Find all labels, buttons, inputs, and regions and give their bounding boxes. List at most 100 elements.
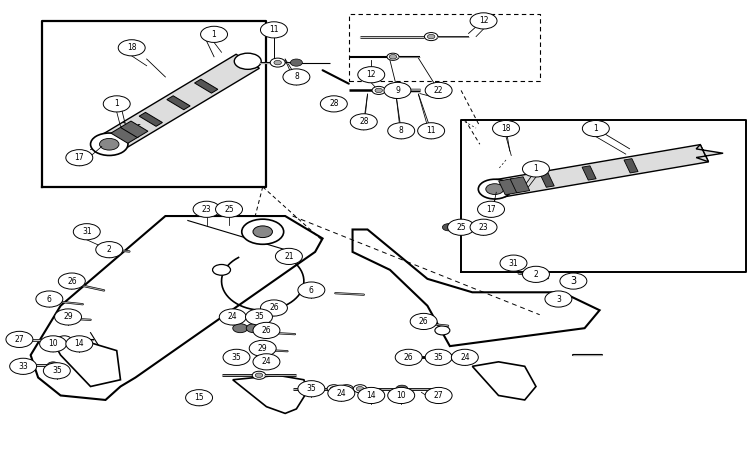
Circle shape — [249, 340, 276, 356]
Text: 9: 9 — [395, 86, 400, 95]
Circle shape — [118, 40, 146, 56]
Circle shape — [387, 53, 399, 60]
Circle shape — [66, 336, 93, 352]
Text: 29: 29 — [63, 312, 73, 321]
Text: 10: 10 — [397, 391, 406, 400]
Text: 12: 12 — [478, 16, 488, 25]
Text: 24: 24 — [337, 389, 346, 398]
Text: 1: 1 — [114, 99, 119, 108]
Circle shape — [427, 34, 435, 39]
Text: 3: 3 — [556, 294, 561, 303]
Circle shape — [442, 355, 450, 360]
Circle shape — [384, 82, 411, 99]
Text: 31: 31 — [509, 259, 518, 268]
Polygon shape — [166, 96, 190, 110]
Circle shape — [212, 265, 230, 275]
Circle shape — [74, 224, 100, 240]
Circle shape — [358, 67, 385, 83]
Circle shape — [440, 353, 453, 361]
Text: 6: 6 — [309, 286, 314, 295]
Text: 35: 35 — [254, 312, 264, 321]
Circle shape — [442, 224, 454, 231]
Text: 29: 29 — [258, 344, 268, 353]
Text: 14: 14 — [367, 391, 376, 400]
Circle shape — [353, 385, 367, 393]
Text: 33: 33 — [18, 362, 28, 371]
Circle shape — [298, 381, 325, 397]
Polygon shape — [232, 375, 308, 414]
Circle shape — [260, 300, 287, 316]
Circle shape — [200, 26, 227, 42]
Circle shape — [242, 219, 284, 244]
Text: 18: 18 — [501, 124, 511, 133]
Text: 1: 1 — [593, 124, 598, 133]
Polygon shape — [57, 339, 121, 387]
Circle shape — [493, 121, 520, 137]
Circle shape — [358, 387, 385, 404]
Text: 28: 28 — [359, 117, 368, 126]
Circle shape — [193, 201, 220, 217]
Circle shape — [425, 82, 452, 99]
Circle shape — [104, 244, 116, 251]
Text: 6: 6 — [47, 294, 52, 303]
Text: 35: 35 — [433, 353, 443, 362]
Text: 24: 24 — [228, 312, 238, 321]
Circle shape — [253, 322, 280, 338]
Text: 22: 22 — [434, 86, 443, 95]
Circle shape — [425, 387, 452, 404]
Circle shape — [375, 88, 382, 93]
Text: 15: 15 — [194, 393, 204, 402]
Circle shape — [389, 54, 397, 59]
Polygon shape — [111, 127, 139, 143]
Text: 24: 24 — [262, 357, 272, 366]
Circle shape — [234, 53, 261, 69]
Circle shape — [58, 273, 86, 289]
Circle shape — [424, 32, 438, 40]
Circle shape — [356, 387, 364, 391]
Circle shape — [255, 373, 262, 378]
Text: 8: 8 — [294, 72, 298, 81]
Text: 25: 25 — [456, 223, 466, 232]
Text: 18: 18 — [127, 43, 136, 52]
Circle shape — [452, 349, 478, 365]
Circle shape — [410, 313, 437, 329]
Text: 17: 17 — [74, 153, 84, 162]
Circle shape — [219, 309, 246, 325]
Polygon shape — [194, 79, 217, 93]
Circle shape — [274, 60, 281, 65]
Text: 8: 8 — [399, 126, 404, 135]
Circle shape — [418, 123, 445, 139]
Circle shape — [396, 385, 408, 392]
Circle shape — [57, 336, 72, 345]
Text: 3: 3 — [570, 276, 577, 286]
Text: 2: 2 — [533, 270, 538, 279]
Polygon shape — [510, 177, 530, 193]
Text: 23: 23 — [202, 205, 211, 214]
Circle shape — [47, 362, 59, 369]
Circle shape — [486, 184, 504, 194]
Circle shape — [372, 86, 386, 94]
Text: 35: 35 — [232, 353, 242, 362]
Polygon shape — [582, 166, 596, 180]
Circle shape — [523, 266, 550, 283]
Text: 17: 17 — [486, 205, 496, 214]
Circle shape — [36, 291, 63, 307]
Circle shape — [275, 248, 302, 265]
Polygon shape — [540, 173, 554, 187]
Text: 26: 26 — [67, 277, 76, 286]
Circle shape — [510, 261, 522, 268]
Circle shape — [55, 309, 82, 325]
Circle shape — [232, 324, 248, 333]
Circle shape — [430, 355, 437, 360]
Circle shape — [340, 385, 353, 393]
Circle shape — [545, 291, 572, 307]
Circle shape — [253, 354, 280, 370]
Circle shape — [388, 123, 415, 139]
Circle shape — [96, 242, 123, 258]
Circle shape — [298, 282, 325, 298]
Circle shape — [425, 349, 452, 365]
Polygon shape — [121, 121, 148, 138]
Text: 10: 10 — [48, 339, 58, 348]
Circle shape — [246, 324, 261, 333]
Circle shape — [470, 219, 497, 235]
